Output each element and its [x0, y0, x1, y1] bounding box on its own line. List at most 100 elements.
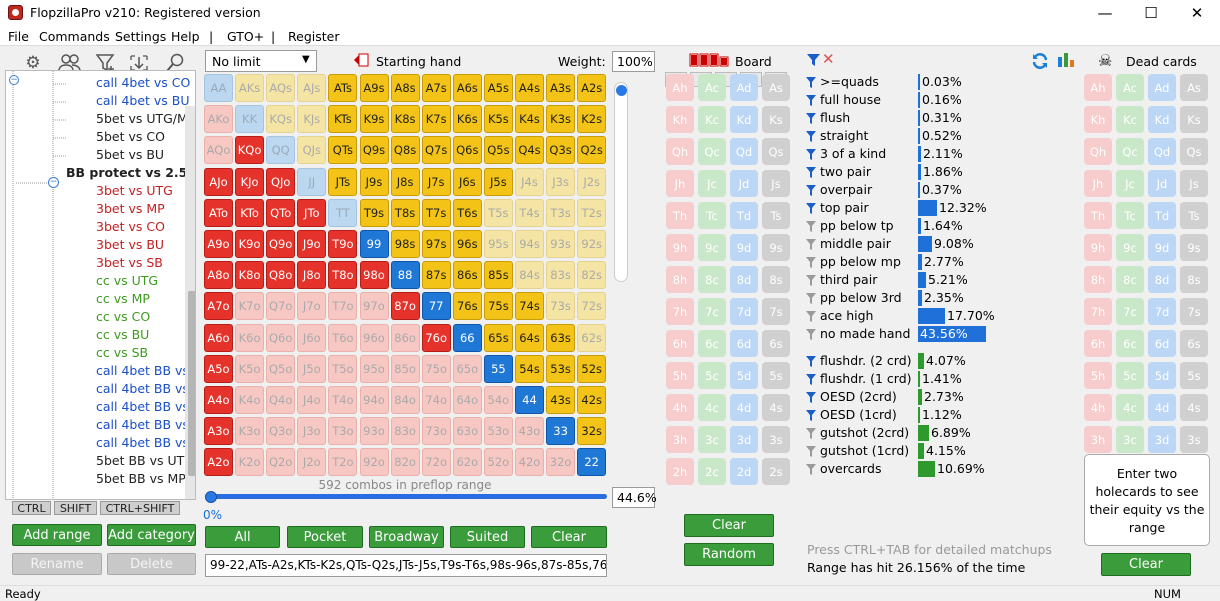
dead-card-ah[interactable]: Ah [1084, 74, 1112, 101]
filter-icon[interactable] [806, 184, 816, 196]
dead-card-5c[interactable]: 5c [1116, 362, 1144, 389]
board-card-ts[interactable]: Ts [762, 202, 790, 229]
hand-cell-k6o[interactable]: K6o [235, 323, 265, 352]
hand-cell-kk[interactable]: KK [235, 105, 265, 134]
tree-item[interactable]: cc vs BU [96, 327, 150, 342]
hand-cell-kqo[interactable]: KQo [235, 136, 265, 165]
hand-cell-a8s[interactable]: A8s [390, 74, 420, 102]
hand-cell-k7s[interactable]: K7s [421, 105, 451, 134]
dead-card-8c[interactable]: 8c [1116, 266, 1144, 293]
board-card-qd[interactable]: Qd [730, 138, 758, 165]
hand-cell-53o[interactable]: 53o [483, 417, 513, 446]
stat-row[interactable]: pp below mp 2.77% [806, 253, 996, 271]
hand-cell-ajs[interactable]: AJs [297, 74, 327, 102]
hand-cell-j6o[interactable]: J6o [297, 323, 327, 352]
add-range-button[interactable]: Add range [12, 524, 102, 546]
filter-icon[interactable] [806, 355, 816, 367]
hand-cell-t9o[interactable]: T9o [328, 230, 358, 258]
dead-card-ks[interactable]: Ks [1180, 106, 1208, 133]
hand-cell-65s[interactable]: 65s [483, 323, 513, 352]
dead-card-ad[interactable]: Ad [1148, 74, 1176, 101]
hand-cell-j4s[interactable]: J4s [515, 167, 544, 196]
hand-cell-a7o[interactable]: A7o [204, 292, 233, 321]
hand-cell-j9o[interactable]: J9o [297, 230, 327, 258]
board-card-8c[interactable]: 8c [698, 266, 726, 293]
dead-card-7h[interactable]: 7h [1084, 298, 1112, 325]
board-card-qh[interactable]: Qh [666, 138, 694, 165]
delete-button[interactable]: Delete [107, 553, 196, 575]
hand-cell-t8o[interactable]: T8o [328, 261, 358, 290]
dead-card-jc[interactable]: Jc [1116, 170, 1144, 197]
hand-cell-k9s[interactable]: K9s [359, 105, 389, 134]
hand-cell-j8o[interactable]: J8o [297, 261, 327, 290]
board-card-td[interactable]: Td [730, 202, 758, 229]
hand-cell-j6s[interactable]: J6s [452, 167, 482, 196]
hand-cell-72o[interactable]: 72o [421, 448, 451, 477]
hand-cell-a9o[interactable]: A9o [204, 230, 233, 258]
collapse-toggle[interactable]: − [48, 177, 59, 188]
tree-item[interactable]: call 4bet vs BU [96, 93, 190, 108]
ctrl-modifier-label[interactable]: CTRL [12, 501, 51, 515]
dead-card-ac[interactable]: Ac [1116, 74, 1144, 101]
hand-cell-t8s[interactable]: T8s [390, 198, 420, 227]
hand-cell-q9s[interactable]: Q9s [359, 136, 389, 165]
hand-cell-87s[interactable]: 87s [421, 261, 451, 290]
dead-card-td[interactable]: Td [1148, 202, 1176, 229]
hand-cell-82s[interactable]: 82s [577, 261, 607, 290]
tree-item[interactable]: cc vs CO [96, 309, 151, 324]
hand-cell-qto[interactable]: QTo [266, 198, 296, 227]
add-category-button[interactable]: Add category [107, 524, 196, 546]
menu-help[interactable]: Help [171, 29, 200, 44]
hand-cell-a6s[interactable]: A6s [452, 74, 482, 102]
tree-item[interactable]: cc vs UTG [96, 273, 159, 288]
board-card-9c[interactable]: 9c [698, 234, 726, 261]
board-card-3s[interactable]: 3s [762, 426, 790, 453]
tree-item[interactable]: 3bet vs BU [96, 237, 165, 252]
menu-register[interactable]: Register [288, 29, 340, 44]
hand-cell-86s[interactable]: 86s [452, 261, 482, 290]
hand-cell-93s[interactable]: 93s [546, 230, 576, 258]
hand-cell-t6o[interactable]: T6o [328, 323, 358, 352]
hand-cell-63s[interactable]: 63s [546, 323, 576, 352]
hand-cell-75o[interactable]: 75o [421, 354, 451, 383]
dead-card-jh[interactable]: Jh [1084, 170, 1112, 197]
board-card-jh[interactable]: Jh [666, 170, 694, 197]
dead-card-4h[interactable]: 4h [1084, 394, 1112, 421]
hand-cell-t9s[interactable]: T9s [359, 198, 389, 227]
dead-card-6d[interactable]: 6d [1148, 330, 1176, 357]
dead-card-js[interactable]: Js [1180, 170, 1208, 197]
dead-card-3d[interactable]: 3d [1148, 426, 1176, 453]
board-card-2s[interactable]: 2s [762, 458, 790, 485]
hand-cell-t5s[interactable]: T5s [483, 198, 513, 227]
hand-cell-94s[interactable]: 94s [515, 230, 544, 258]
tree-item[interactable]: 5bet BB vs MP [96, 471, 186, 486]
hand-cell-22[interactable]: 22 [577, 448, 607, 477]
board-card-3h[interactable]: 3h [666, 426, 694, 453]
all-button[interactable]: All [205, 526, 280, 548]
hand-cell-98s[interactable]: 98s [390, 230, 420, 258]
hand-cell-t6s[interactable]: T6s [452, 198, 482, 227]
hand-cell-q4o[interactable]: Q4o [266, 386, 296, 414]
filter-icon[interactable] [806, 130, 816, 142]
hand-cell-73s[interactable]: 73s [546, 292, 576, 321]
tree-item[interactable]: 3bet vs UTG [96, 183, 173, 198]
hand-cell-k5s[interactable]: K5s [483, 105, 513, 134]
dead-card-ts[interactable]: Ts [1180, 202, 1208, 229]
board-card-5d[interactable]: 5d [730, 362, 758, 389]
board-card-2h[interactable]: 2h [666, 458, 694, 485]
filter-icon[interactable] [806, 76, 816, 88]
board-card-9d[interactable]: 9d [730, 234, 758, 261]
dead-card-qs[interactable]: Qs [1180, 138, 1208, 165]
hand-cell-aks[interactable]: AKs [235, 74, 265, 102]
board-card-4d[interactable]: 4d [730, 394, 758, 421]
hand-cell-ato[interactable]: ATo [204, 198, 233, 227]
clear-dead-cards-button[interactable]: Clear [1101, 553, 1191, 576]
hand-cell-ako[interactable]: AKo [204, 105, 233, 134]
hand-cell-k3s[interactable]: K3s [546, 105, 576, 134]
board-card-4h[interactable]: 4h [666, 394, 694, 421]
hand-cell-q3s[interactable]: Q3s [546, 136, 576, 165]
hand-cell-aqs[interactable]: AQs [266, 74, 296, 102]
tree-item[interactable]: call 4bet BB vs MP [96, 381, 195, 396]
tree-item[interactable]: cc vs SB [96, 345, 149, 360]
hand-cell-q4s[interactable]: Q4s [515, 136, 544, 165]
